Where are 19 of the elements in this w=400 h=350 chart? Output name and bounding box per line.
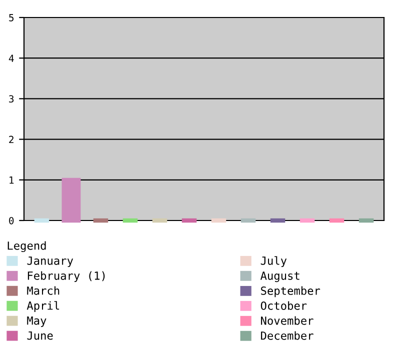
legend-label: January bbox=[27, 256, 74, 268]
legend-label: June bbox=[27, 332, 53, 340]
y-tick-label: 3 bbox=[9, 95, 14, 103]
legend-label: February (1) bbox=[28, 271, 105, 282]
legend-label: August bbox=[260, 272, 300, 282]
legend-label: December bbox=[261, 331, 314, 340]
y-tick-label: 2 bbox=[9, 136, 14, 144]
legend-label: September bbox=[261, 286, 320, 298]
legend-label: March bbox=[27, 286, 60, 295]
y-tick-label: 5 bbox=[9, 14, 14, 22]
legend-label: May bbox=[27, 316, 46, 327]
legend-label: April bbox=[26, 301, 60, 312]
legend-label: November bbox=[261, 316, 314, 325]
y-tick-label: 0 bbox=[9, 217, 14, 224]
legend-label: July bbox=[260, 256, 287, 268]
legend-label: October bbox=[260, 301, 307, 310]
y-tick-label: 4 bbox=[8, 54, 14, 62]
y-tick-label: 1 bbox=[10, 176, 14, 184]
legend-title: Legend bbox=[8, 241, 46, 252]
